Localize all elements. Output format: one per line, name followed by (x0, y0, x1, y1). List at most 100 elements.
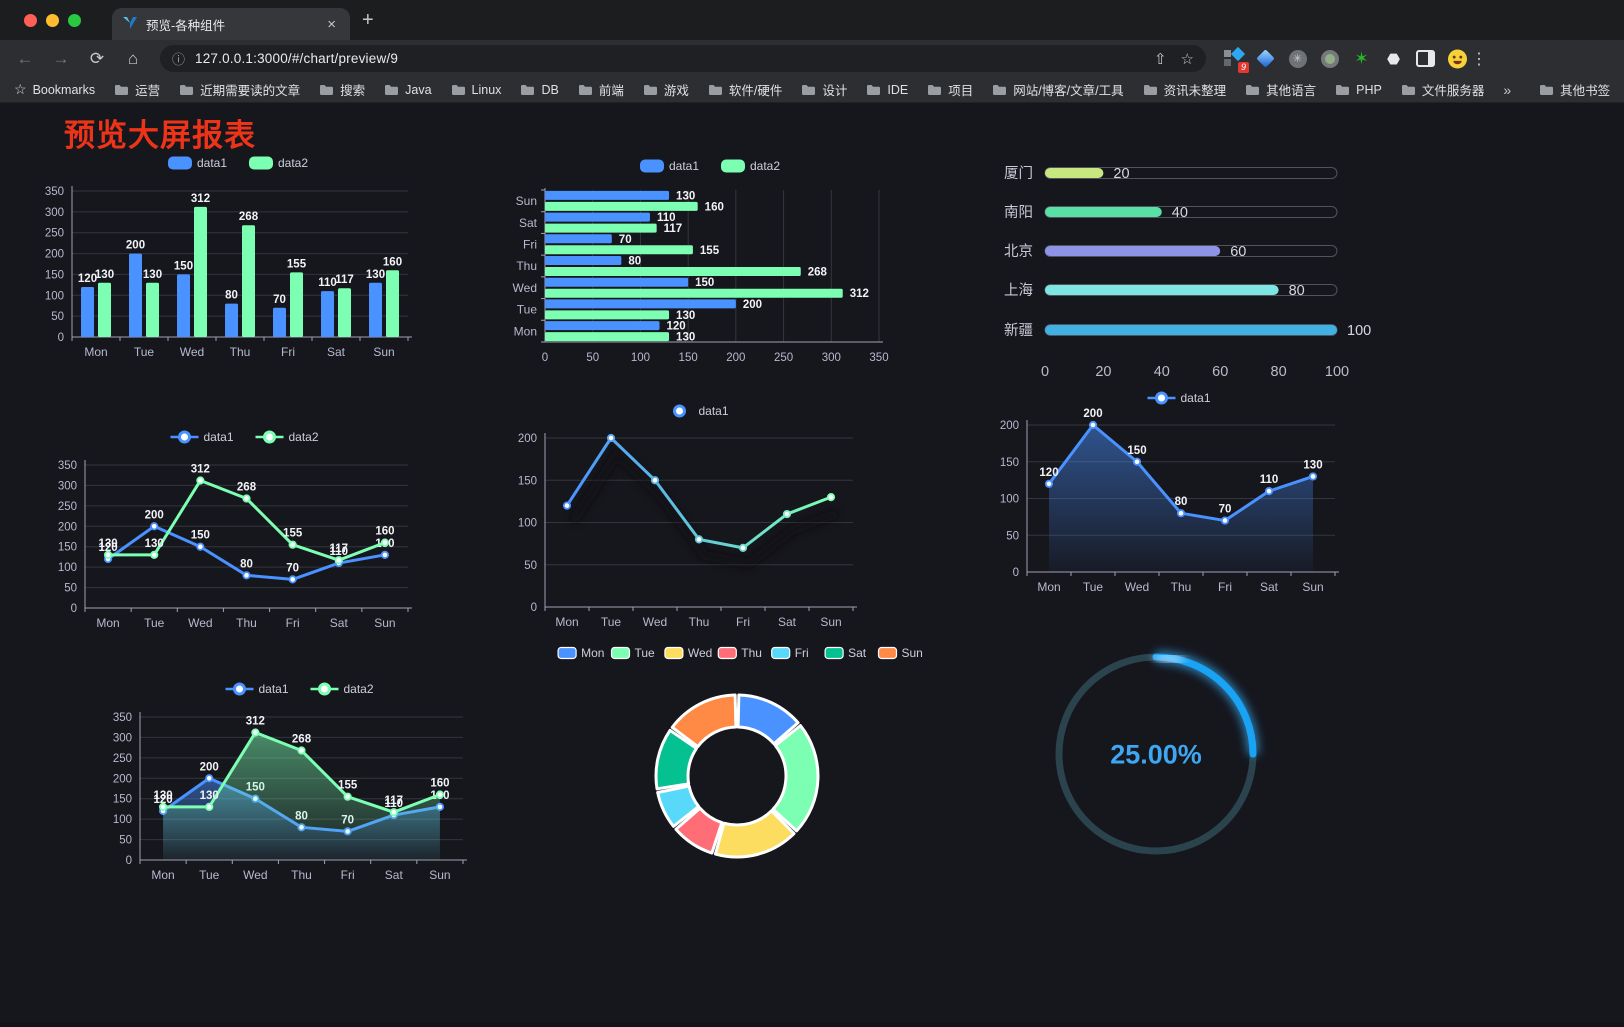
bar[interactable] (545, 190, 670, 200)
legend-item[interactable]: data1 (225, 682, 289, 696)
legend-item[interactable]: data1 (170, 430, 234, 444)
bar[interactable] (545, 332, 670, 342)
extension-knot-icon[interactable]: ✳ (1288, 49, 1307, 68)
bar[interactable] (545, 277, 689, 287)
home-icon[interactable]: ⌂ (127, 48, 139, 68)
bar[interactable] (338, 288, 351, 337)
extension-green-star-icon[interactable]: ✶ (1354, 48, 1369, 68)
bar[interactable] (194, 206, 207, 337)
chart-gauge[interactable]: 25.00% (1040, 640, 1280, 870)
legend-item[interactable]: Wed (664, 646, 712, 660)
bar[interactable] (545, 310, 670, 320)
bar[interactable] (545, 223, 657, 233)
bar[interactable] (545, 201, 698, 211)
bar[interactable] (81, 286, 94, 337)
bookmark-folder-item[interactable]: 文件服务器 (1401, 80, 1484, 99)
address-bar[interactable]: ⓘ 127.0.0.1:3000/#/chart/preview/9 ⇧ ☆ (160, 45, 1206, 72)
chart-horizontal-bar[interactable]: 0 50 100 150 200 250 300 350 Mon Tue Wed Thu Fri Sat S… (505, 152, 895, 366)
donut-segment[interactable] (736, 693, 800, 746)
donut-segment[interactable] (654, 728, 699, 791)
chart-area-two-series[interactable]: 0 50 100 150 200 250 300 350 Mon Tue Wed Thu Fri Sat S… (95, 673, 475, 888)
bookmark-folder-item[interactable]: 资讯未整理 (1143, 80, 1226, 99)
bookmark-folder-item[interactable]: 项目 (927, 80, 973, 99)
chart-line-two-series[interactable]: 0 50 100 150 200 250 300 350 Mon Tue Wed Thu Fri Sat S… (40, 423, 420, 635)
donut-segment[interactable] (674, 806, 724, 855)
bookmark-folder-item[interactable]: Linux (451, 83, 501, 97)
bar[interactable] (545, 267, 801, 276)
bookmark-folder-item[interactable]: DB (520, 83, 559, 97)
chart-progress-bars[interactable]: 厦门 20 南阳 40 北京 60 上海 80 新疆 100 0 20 40 60 80 100 (995, 150, 1371, 390)
legend-item[interactable]: data2 (249, 156, 308, 170)
bookmark-folder-item[interactable]: 其他语言 (1245, 80, 1316, 99)
bookmark-star-icon[interactable]: ☆ (1180, 50, 1194, 68)
tab-close-icon[interactable]: × (327, 15, 336, 33)
new-tab-button[interactable]: + (362, 9, 374, 31)
legend-item[interactable]: Sun (877, 646, 923, 660)
extension-gem-icon[interactable] (1256, 49, 1275, 68)
bar[interactable] (290, 272, 303, 337)
donut-segment[interactable] (713, 809, 796, 859)
bookmark-folder-item[interactable]: 近期需要读的文章 (179, 80, 300, 99)
donut-segment[interactable] (771, 724, 820, 833)
chart-area-single[interactable]: 0 50 100 150 200 Mon Tue Wed Thu Fri Sat Sun 120 200 1… (985, 385, 1350, 597)
bar[interactable] (545, 234, 612, 244)
bar[interactable] (545, 299, 736, 309)
bookmark-folder-item[interactable]: 游戏 (643, 80, 689, 99)
bookmarks-root-item[interactable]: ☆ Bookmarks (14, 81, 96, 97)
forward-icon[interactable]: → (52, 48, 70, 68)
extension-blocker-icon[interactable]: 9 (1224, 46, 1249, 73)
reload-icon[interactable]: ⟳ (89, 48, 105, 68)
legend-item[interactable]: data2 (255, 430, 319, 444)
bookmark-folder-item[interactable]: IDE (866, 83, 908, 97)
bar[interactable] (369, 282, 382, 337)
bar[interactable] (146, 282, 159, 337)
legend-item[interactable]: data1 (665, 404, 729, 418)
bookmark-folder-item[interactable]: 网站/博客/文章/工具 (992, 80, 1124, 99)
bar[interactable] (545, 256, 622, 265)
other-bookmarks-item[interactable]: 其他书签 (1539, 80, 1610, 99)
legend-item[interactable]: data1 (640, 159, 699, 173)
bar[interactable] (545, 321, 660, 331)
chart-donut[interactable]: Mon Tue Wed Thu Fri Sat Sun (550, 638, 930, 870)
legend-item[interactable]: data1 (168, 156, 227, 170)
url-text[interactable]: 127.0.0.1:3000/#/chart/preview/9 (195, 51, 399, 66)
bar[interactable] (545, 245, 693, 255)
progress-fill[interactable] (1045, 246, 1221, 256)
legend-item[interactable]: data1 (1147, 391, 1211, 405)
bar[interactable] (545, 212, 650, 222)
progress-fill[interactable] (1045, 325, 1337, 335)
side-panel-icon[interactable] (1416, 49, 1435, 68)
bar[interactable] (177, 274, 190, 337)
profile-avatar[interactable] (1448, 49, 1467, 68)
chart-line-gradient[interactable]: 0 50 100 150 200 Mon Tue Wed Thu Fri Sat Sun data1 (505, 398, 880, 630)
legend-item[interactable]: data2 (310, 682, 374, 696)
legend-item[interactable]: Fri (771, 646, 809, 660)
share-icon[interactable]: ⇧ (1153, 50, 1167, 68)
bar[interactable] (321, 291, 334, 337)
zoom-window-icon[interactable] (68, 14, 81, 27)
bar[interactable] (242, 225, 255, 337)
bar[interactable] (545, 288, 843, 298)
legend-item[interactable]: Tue (610, 646, 656, 660)
bookmark-folder-item[interactable]: 搜索 (319, 80, 365, 99)
bookmark-folder-item[interactable]: PHP (1335, 83, 1382, 97)
progress-fill[interactable] (1045, 168, 1104, 178)
bookmark-folder-item[interactable]: 软件/硬件 (708, 80, 782, 99)
bar[interactable] (273, 307, 286, 337)
bar[interactable] (129, 253, 142, 337)
chart-grouped-bar[interactable]: 0 50 100 150 200 250 300 350 Mon Tue Wed Thu Fri Sat S… (40, 150, 420, 362)
browser-menu-icon[interactable]: ⋮ (1471, 50, 1487, 68)
legend-item[interactable]: Mon (557, 646, 604, 660)
bookmarks-overflow-icon[interactable]: » (1503, 81, 1512, 98)
bookmark-folder-item[interactable]: Java (384, 83, 432, 97)
bar[interactable] (386, 270, 399, 337)
extension-circle-icon[interactable] (1320, 49, 1339, 68)
extensions-puzzle-icon[interactable]: ⬣ (1386, 50, 1401, 68)
bookmark-folder-item[interactable]: 前端 (578, 80, 624, 99)
progress-fill[interactable] (1045, 285, 1279, 295)
browser-tab[interactable]: 预览-各种组件 × (112, 8, 350, 40)
legend-item[interactable]: Thu (717, 646, 762, 660)
donut-segment[interactable] (670, 693, 738, 749)
bar[interactable] (98, 282, 111, 337)
back-icon[interactable]: ← (16, 48, 34, 68)
